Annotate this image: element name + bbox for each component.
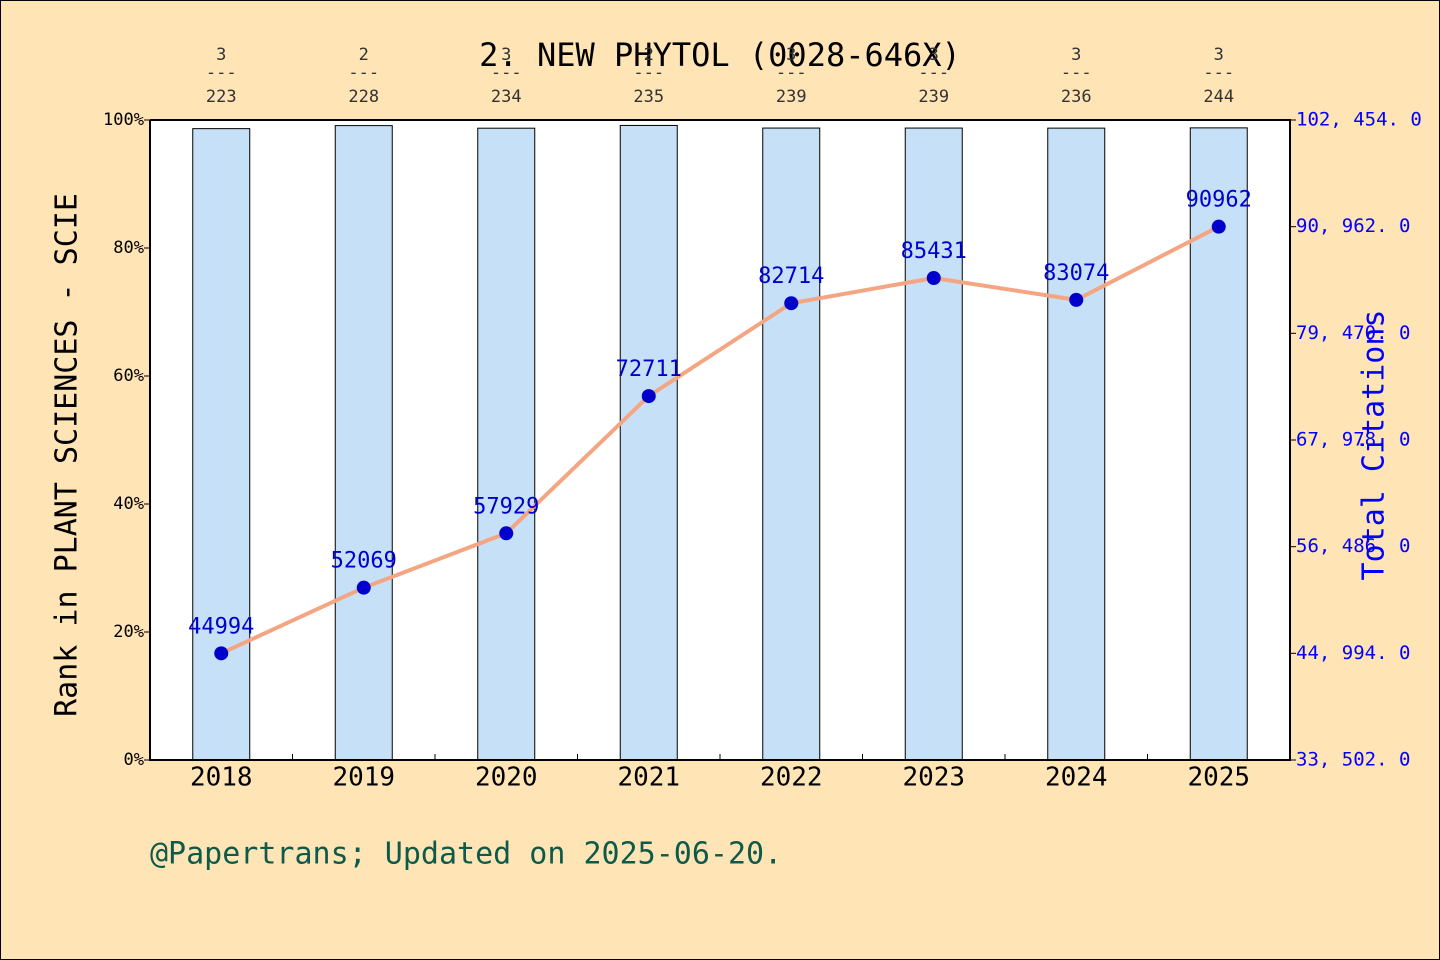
citation-marker bbox=[641, 389, 656, 404]
bar bbox=[762, 127, 821, 761]
y2-tick-label: 79, 470. 0 bbox=[1296, 322, 1410, 344]
total-label: 244 bbox=[1203, 87, 1234, 107]
rank-separator: --- bbox=[1061, 63, 1092, 83]
citation-marker bbox=[499, 526, 514, 541]
bar bbox=[477, 127, 536, 761]
chart-title: 2. NEW PHYTOL (0028-646X) bbox=[479, 36, 961, 74]
citation-marker bbox=[1211, 219, 1226, 234]
y2-axis-label: Total Citations bbox=[1357, 310, 1392, 581]
plot-area bbox=[150, 120, 1290, 760]
x-tick-label: 2020 bbox=[475, 763, 538, 793]
bar bbox=[334, 125, 393, 761]
citation-marker bbox=[356, 580, 371, 595]
y-tick-label: 40% bbox=[113, 494, 144, 514]
total-label: 234 bbox=[491, 87, 522, 107]
total-label: 228 bbox=[348, 87, 379, 107]
rank-label: 3 bbox=[929, 45, 939, 65]
rank-separator: --- bbox=[633, 63, 664, 83]
citation-marker bbox=[214, 646, 229, 661]
y-axis-label: Rank in PLANT SCIENCES - SCIE bbox=[50, 193, 85, 717]
citation-marker bbox=[784, 296, 799, 311]
y2-tick-label: 102, 454. 0 bbox=[1296, 109, 1422, 131]
x-tick-label: 2019 bbox=[332, 763, 395, 793]
citation-label: 83074 bbox=[1043, 261, 1109, 286]
rank-label: 2 bbox=[359, 45, 369, 65]
footer: @Papertrans; Updated on 2025-06-20. bbox=[150, 837, 782, 872]
citation-line bbox=[220, 224, 1220, 656]
total-label: 236 bbox=[1061, 87, 1092, 107]
total-label: 239 bbox=[918, 87, 949, 107]
bar bbox=[192, 128, 251, 761]
total-label: 235 bbox=[633, 87, 664, 107]
rank-separator: --- bbox=[206, 63, 237, 83]
y-tick-label: 20% bbox=[113, 622, 144, 642]
citation-label: 82714 bbox=[758, 264, 824, 289]
rank-separator: --- bbox=[918, 63, 949, 83]
y-tick-label: 100% bbox=[103, 110, 144, 130]
y2-tick-label: 90, 962. 0 bbox=[1296, 215, 1410, 237]
rank-separator: --- bbox=[776, 63, 807, 83]
x-tick-label: 2023 bbox=[902, 763, 965, 793]
y-tick-label: 80% bbox=[113, 238, 144, 258]
rank-separator: --- bbox=[348, 63, 379, 83]
x-tick-label: 2021 bbox=[617, 763, 680, 793]
y2-tick-label: 44, 994. 0 bbox=[1296, 642, 1410, 664]
y2-tick-label: 33, 502. 0 bbox=[1296, 749, 1410, 771]
x-tick-label: 2022 bbox=[760, 763, 823, 793]
y-tick-label: 60% bbox=[113, 366, 144, 386]
bar bbox=[904, 127, 963, 761]
rank-label: 3 bbox=[786, 45, 796, 65]
rank-label: 3 bbox=[1214, 45, 1224, 65]
citation-marker bbox=[1069, 292, 1084, 307]
citation-label: 85431 bbox=[901, 239, 967, 264]
y-tick-label: 0% bbox=[124, 750, 144, 770]
total-label: 239 bbox=[776, 87, 807, 107]
rank-separator: --- bbox=[491, 63, 522, 83]
citation-label: 90962 bbox=[1186, 188, 1252, 213]
rank-label: 3 bbox=[1071, 45, 1081, 65]
citation-marker bbox=[926, 271, 941, 286]
citation-label: 72711 bbox=[616, 357, 682, 382]
rank-label: 3 bbox=[501, 45, 511, 65]
axis-frame bbox=[149, 119, 1291, 761]
x-tick-label: 2018 bbox=[190, 763, 253, 793]
total-label: 223 bbox=[206, 87, 237, 107]
rank-separator: --- bbox=[1203, 63, 1234, 83]
rank-label: 3 bbox=[216, 45, 226, 65]
x-tick-label: 2024 bbox=[1045, 763, 1108, 793]
bar bbox=[619, 124, 678, 761]
y2-tick-label: 67, 978. 0 bbox=[1296, 429, 1410, 451]
y2-tick-label: 56, 486. 0 bbox=[1296, 535, 1410, 557]
bar bbox=[1047, 127, 1106, 761]
citation-label: 57929 bbox=[473, 494, 539, 519]
rank-label: 2 bbox=[644, 45, 654, 65]
citation-label: 44994 bbox=[188, 614, 254, 639]
citation-label: 52069 bbox=[331, 549, 397, 574]
x-tick-label: 2025 bbox=[1187, 763, 1250, 793]
